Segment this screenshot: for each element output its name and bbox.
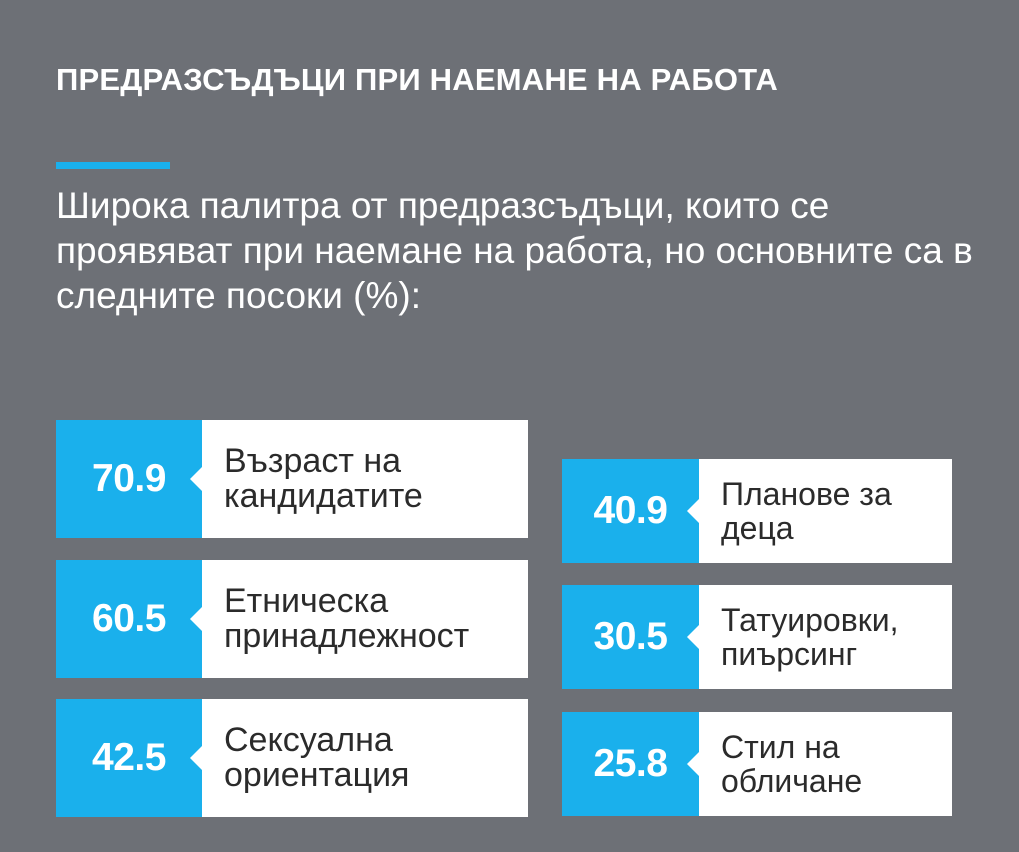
- stat-value: 42.5: [56, 699, 203, 817]
- subtitle: Широка палитра от предразсъдъци, които с…: [56, 185, 973, 316]
- stat-card-2: 60.5 Етническа принадлежност: [56, 560, 528, 678]
- stat-value: 70.9: [56, 420, 203, 538]
- stat-value: 30.5: [562, 585, 700, 689]
- stat-value: 60.5: [56, 560, 203, 678]
- stat-label: Планове за деца: [721, 476, 892, 546]
- stat-card-4: 40.9 Планове за деца: [562, 459, 952, 563]
- stat-label: Стил на обличане: [721, 729, 863, 799]
- stat-card-6: 25.8 Стил на обличане: [562, 712, 952, 816]
- stat-label: Етническа принадлежност: [224, 582, 470, 655]
- accent-bar: [56, 162, 170, 169]
- stat-card-3: 42.5 Сексуална ориентация: [56, 699, 528, 817]
- stat-value: 40.9: [562, 459, 700, 563]
- stat-card-5: 30.5 Татуировки, пиърсинг: [562, 585, 952, 689]
- stat-label: Сексуална ориентация: [224, 721, 410, 794]
- stat-card-1: 70.9 Възраст на кандидатите: [56, 420, 528, 538]
- stat-label: Възраст на кандидатите: [224, 442, 423, 515]
- stat-label: Татуировки, пиърсинг: [721, 602, 899, 672]
- stat-value: 25.8: [562, 712, 700, 816]
- page-title: ПРЕДРАЗСЪДЪЦИ ПРИ НАЕМАНЕ НА РАБОТА: [56, 62, 778, 97]
